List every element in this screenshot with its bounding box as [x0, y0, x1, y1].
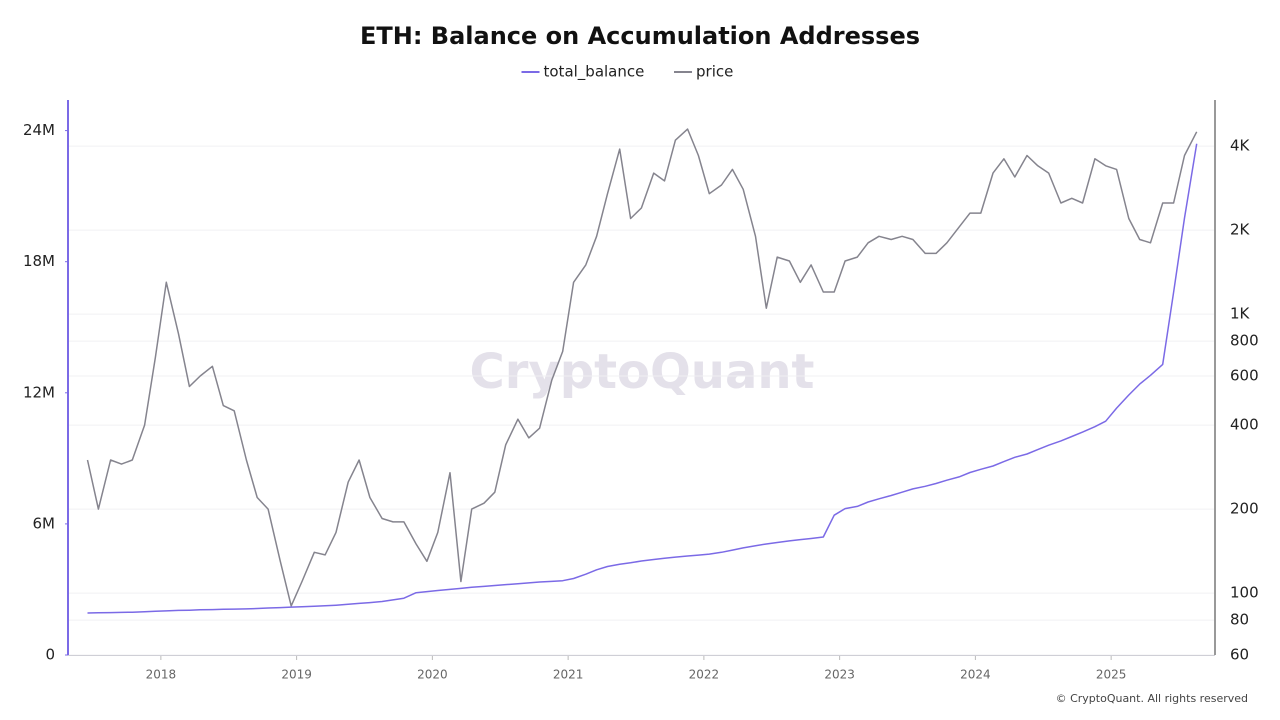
y-tick-label: 24M	[23, 121, 55, 139]
y2-tick-label: 60	[1230, 646, 1249, 664]
y-tick-label: 18M	[23, 252, 55, 270]
y-tick-label: 12M	[23, 383, 55, 401]
x-tick-label: 2021	[553, 668, 584, 682]
y2-tick-label: 200	[1230, 500, 1259, 518]
y2-tick-label: 80	[1230, 611, 1249, 629]
y2-tick-label: 600	[1230, 366, 1259, 384]
y2-tick-label: 1K	[1230, 305, 1251, 323]
grid	[68, 145, 1215, 656]
x-tick-label: 2018	[146, 668, 177, 682]
y-tick-label: 0	[45, 646, 55, 664]
plot	[86, 128, 1198, 614]
legend-label: price	[696, 63, 733, 81]
legend-label: total_balance	[544, 63, 645, 82]
chart-title: ETH: Balance on Accumulation Addresses	[360, 22, 920, 50]
watermark: CryptoQuant	[470, 344, 815, 400]
series-line	[87, 143, 1198, 614]
y2-tick-label: 400	[1230, 416, 1259, 434]
x-tick-label: 2024	[960, 668, 991, 682]
y2-tick-label: 800	[1230, 332, 1259, 350]
y2-tick-label: 4K	[1230, 137, 1251, 155]
credit: © CryptoQuant. All rights reserved	[1056, 692, 1248, 705]
x-tick-label: 2022	[689, 668, 720, 682]
x-tick-label: 2019	[281, 668, 312, 682]
x-tick-label: 2020	[417, 668, 448, 682]
y2-tick-label: 100	[1230, 584, 1259, 602]
y2-tick-label: 2K	[1230, 221, 1251, 239]
x-tick-label: 2023	[824, 668, 855, 682]
y-tick-label: 6M	[33, 514, 56, 532]
series-line	[86, 128, 1198, 607]
x-tick-label: 2025	[1096, 668, 1127, 682]
